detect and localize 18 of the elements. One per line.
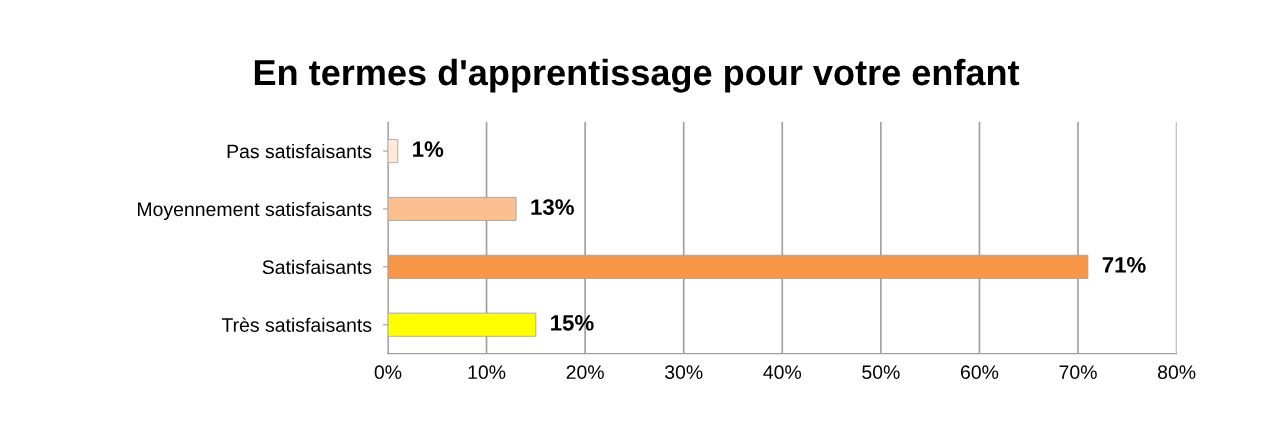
- y-tick-label: Satisfaisants: [262, 259, 372, 275]
- y-tick-label: Pas satisfaisants: [227, 143, 372, 159]
- y-tick-label: Très satisfaisants: [221, 317, 372, 332]
- x-tick-label: 80%: [1157, 365, 1196, 380]
- x-tick-label: 50%: [862, 365, 900, 380]
- data-label: 1%: [413, 141, 444, 157]
- x-tick-label: 0%: [374, 365, 402, 380]
- data-label: 71%: [1102, 257, 1146, 273]
- data-label: 13%: [531, 199, 574, 215]
- x-tick-label: 60%: [960, 365, 999, 380]
- x-tick-label: 20%: [566, 365, 604, 380]
- y-tick-label: Moyennement satisfaisants: [137, 201, 372, 220]
- x-tick-label: 10%: [468, 365, 506, 380]
- data-label: 15%: [551, 314, 594, 331]
- x-tick-label: 40%: [763, 365, 802, 380]
- x-tick-label: 30%: [664, 365, 703, 380]
- x-tick-label: 70%: [1059, 365, 1097, 380]
- chart-title: En termes d'apprentissage pour votre enfant: [254, 58, 1020, 93]
